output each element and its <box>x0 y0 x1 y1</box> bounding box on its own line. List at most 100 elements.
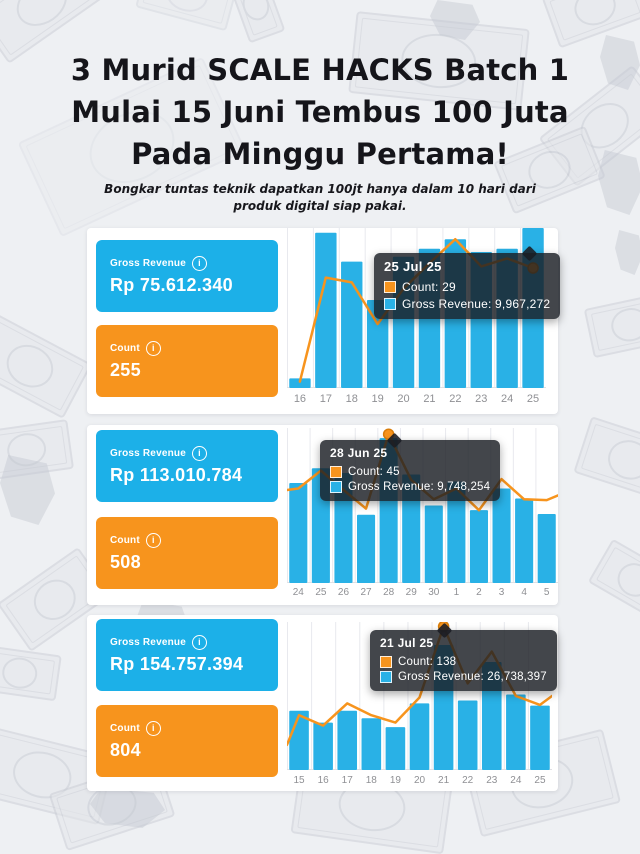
chart-tooltip: 25 Jul 25 Count: 29 Gross Revenue: 9,967… <box>374 245 561 319</box>
revenue-bar[interactable] <box>409 703 430 770</box>
revenue-bar[interactable] <box>289 483 308 583</box>
count-line[interactable] <box>287 625 552 747</box>
x-axis-label: 19 <box>390 775 402 786</box>
info-icon[interactable]: i <box>191 256 207 271</box>
info-icon[interactable]: i <box>145 341 161 356</box>
x-axis-label: 5 <box>544 587 550 598</box>
gross-revenue-label: Gross Revenue i <box>110 635 278 650</box>
money-bill-decoration <box>0 313 93 419</box>
gross-revenue-label-text: Gross Revenue <box>110 258 186 269</box>
revenue-bar[interactable] <box>537 514 556 583</box>
money-bill-decoration <box>541 0 640 49</box>
revenue-bar[interactable] <box>469 510 488 583</box>
tooltip-date: 21 Jul 25 <box>380 636 434 650</box>
money-bill-decoration <box>226 0 286 44</box>
money-bill-decoration <box>573 416 640 503</box>
title-line-2: Mulai 15 Juni Tembus 100 Juta <box>71 95 569 129</box>
revenue-bar[interactable] <box>337 710 358 770</box>
gross-revenue-card: Gross Revenue i Rp 154.757.394 <box>96 619 278 691</box>
count-label: Count i <box>110 721 278 736</box>
revenue-bar[interactable] <box>506 694 526 770</box>
subtitle-line-1: Bongkar tuntas teknik dapatkan 100jt han… <box>104 182 536 196</box>
gross-revenue-label-text: Gross Revenue <box>110 448 186 459</box>
count-label: Count i <box>110 341 278 356</box>
revenue-bar[interactable] <box>366 300 389 388</box>
x-axis-label: 15 <box>293 775 305 786</box>
revenue-bar[interactable] <box>457 700 478 770</box>
money-bill-decoration <box>135 0 239 32</box>
revenue-bar[interactable] <box>515 498 534 583</box>
info-icon[interactable]: i <box>145 533 161 548</box>
gross-revenue-label-text: Gross Revenue <box>110 637 186 648</box>
x-axis-label: 24 <box>293 587 305 598</box>
revenue-bar[interactable] <box>385 727 406 770</box>
x-axis-label: 30 <box>428 587 440 598</box>
revenue-bar[interactable] <box>315 232 337 388</box>
x-axis-label: 21 <box>423 393 435 405</box>
gross-revenue-label: Gross Revenue i <box>110 446 278 461</box>
gross-revenue-value: Rp 154.757.394 <box>110 654 244 674</box>
money-bill-decoration <box>587 538 640 622</box>
x-axis-label: 28 <box>383 587 395 598</box>
dashboard-panel-3: Gross Revenue i Rp 154.757.394 Count i 8… <box>87 615 558 791</box>
chart-tooltip: 21 Jul 25 Count: 138 Gross Revenue: 26,7… <box>370 622 557 691</box>
money-bill-decoration <box>0 419 75 481</box>
crumpled-money-decoration <box>90 788 165 828</box>
tooltip-date: 28 Jun 25 <box>330 446 388 460</box>
tooltip-revenue-row: Gross Revenue: 9,748,254 <box>348 481 491 493</box>
crumpled-money-decoration <box>430 0 480 40</box>
revenue-bar[interactable] <box>289 710 309 770</box>
x-axis-label: 23 <box>475 393 487 405</box>
subtitle-line-2: produk digital siap pakai. <box>233 199 407 213</box>
revenue-bar[interactable] <box>402 474 421 584</box>
x-axis-label: 21 <box>438 775 450 786</box>
dashboard-panel-1: Gross Revenue i Rp 75.612.340 Count i 25… <box>87 228 561 414</box>
count-swatch-icon <box>330 466 342 478</box>
x-axis-label: 19 <box>372 393 384 405</box>
x-axis-label: 25 <box>315 587 327 598</box>
revenue-bar[interactable] <box>289 378 311 388</box>
count-value: 255 <box>110 360 141 380</box>
gross-revenue-card: Gross Revenue i Rp 113.010.784 <box>96 430 278 502</box>
revenue-bar[interactable] <box>361 718 382 770</box>
tooltip-count-row: Count: 29 <box>402 280 456 294</box>
x-axis-label: 2 <box>476 587 482 598</box>
revenue-bar[interactable] <box>357 514 376 583</box>
gross-revenue-label: Gross Revenue i <box>110 256 278 271</box>
x-axis-label: 23 <box>486 775 498 786</box>
revenue-swatch-icon <box>380 671 392 683</box>
page-title: 3 Murid SCALE HACKS Batch 1 Mulai 15 Jun… <box>0 49 640 175</box>
x-axis-label: 18 <box>346 393 358 405</box>
count-swatch-icon <box>380 656 392 668</box>
tooltip-revenue-row: Gross Revenue: 26,738,397 <box>398 671 547 683</box>
revenue-bar[interactable] <box>313 722 333 770</box>
tooltip-date: 25 Jul 25 <box>384 259 442 274</box>
count-swatch-icon <box>384 281 396 293</box>
x-axis-label: 25 <box>534 775 546 786</box>
revenue-bar[interactable] <box>530 705 550 770</box>
revenue-bar[interactable] <box>424 505 443 584</box>
x-axis-label: 22 <box>462 775 474 786</box>
x-axis-label: 24 <box>510 775 522 786</box>
info-icon[interactable]: i <box>145 721 161 736</box>
count-value: 804 <box>110 740 141 760</box>
x-axis-label: 4 <box>521 587 527 598</box>
x-axis-label: 17 <box>320 393 332 405</box>
x-axis-label: 18 <box>366 775 378 786</box>
info-icon[interactable]: i <box>191 635 207 650</box>
revenue-bar[interactable] <box>492 488 511 583</box>
chart-tooltip: 28 Jun 25 Count: 45 Gross Revenue: 9,748… <box>320 432 501 501</box>
info-icon[interactable]: i <box>191 446 207 461</box>
x-axis-label: 20 <box>414 775 426 786</box>
count-label-text: Count <box>110 723 140 734</box>
title-line-1: 3 Murid SCALE HACKS Batch 1 <box>70 53 570 87</box>
chart-canvas: 15 16 17 18 19 20 21 22 23 24 25 <box>287 622 552 786</box>
tooltip-count-row: Count: 45 <box>348 466 400 478</box>
x-axis-label: 25 <box>527 393 539 405</box>
x-axis-label: 3 <box>499 587 505 598</box>
x-axis-label: 17 <box>342 775 354 786</box>
money-bill-decoration <box>0 644 62 702</box>
x-axis-label: 16 <box>318 775 330 786</box>
count-card: Count i 255 <box>96 325 278 397</box>
revenue-bar[interactable] <box>447 481 466 583</box>
